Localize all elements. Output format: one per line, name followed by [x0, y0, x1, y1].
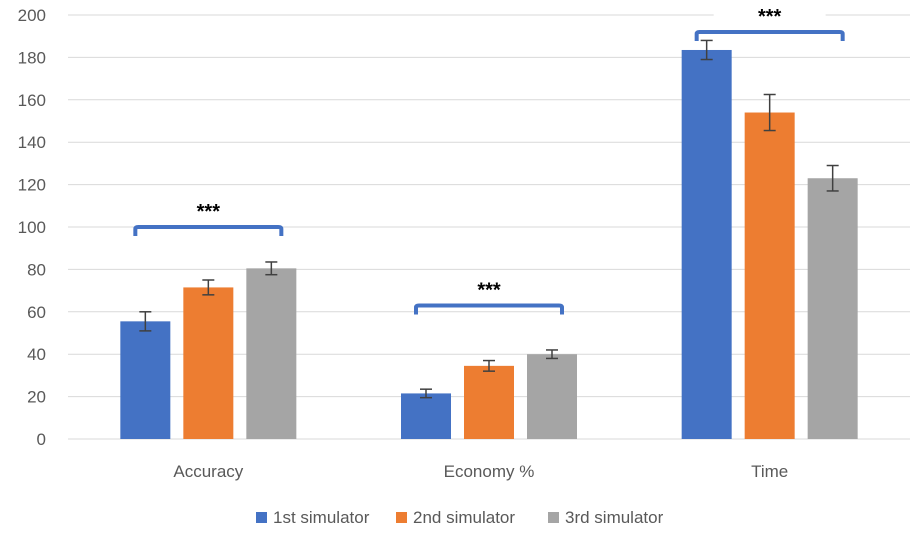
significance-annotations: *** *** ***: [133, 0, 845, 315]
y-tick-label: 0: [37, 430, 46, 449]
bar: [464, 365, 514, 439]
legend-swatch: [548, 512, 559, 523]
significance-stars: ***: [197, 201, 221, 223]
y-tick-label: 180: [18, 48, 46, 67]
x-category-label: Accuracy: [173, 462, 243, 481]
legend-label: 1st simulator: [273, 508, 370, 527]
y-tick-label: 140: [18, 133, 46, 152]
y-tick-label: 120: [18, 176, 46, 195]
y-tick-label: 80: [27, 260, 46, 279]
bar: [246, 268, 297, 439]
significance-stars: ***: [477, 279, 501, 301]
annotation-backdrop: [433, 270, 545, 299]
legend-swatch: [396, 512, 407, 523]
significance-stars: ***: [758, 6, 782, 28]
x-axis-categories: Accuracy Economy % Time: [173, 462, 788, 481]
significance-bracket: [694, 29, 845, 41]
bars: [120, 49, 858, 440]
y-tick-label: 20: [27, 388, 46, 407]
bar: [401, 393, 451, 439]
y-axis-ticks: 0 20 40 60 80 100 120 140 160 180 200: [18, 6, 46, 449]
legend-label: 2nd simulator: [413, 508, 515, 527]
legend: 1st simulator 2nd simulator 3rd simulator: [256, 508, 664, 527]
bar: [120, 321, 171, 439]
legend-label: 3rd simulator: [565, 508, 664, 527]
legend-swatch: [256, 512, 267, 523]
x-category-label: Time: [751, 462, 788, 481]
bar: [527, 354, 577, 439]
bar: [807, 178, 858, 440]
error-bars: [139, 39, 839, 399]
significance-bracket: [414, 303, 564, 315]
annotation-backdrop: [152, 192, 265, 220]
y-tick-label: 40: [27, 345, 46, 364]
bar: [183, 287, 234, 439]
y-tick-label: 160: [18, 91, 46, 110]
annotation-backdrop: [713, 0, 826, 25]
x-category-label: Economy %: [444, 462, 535, 481]
bar: [744, 112, 795, 440]
significance-bracket: [133, 225, 284, 236]
bar: [681, 49, 732, 439]
y-tick-label: 60: [27, 303, 46, 322]
y-tick-label: 200: [18, 6, 46, 25]
y-tick-label: 100: [18, 218, 46, 237]
